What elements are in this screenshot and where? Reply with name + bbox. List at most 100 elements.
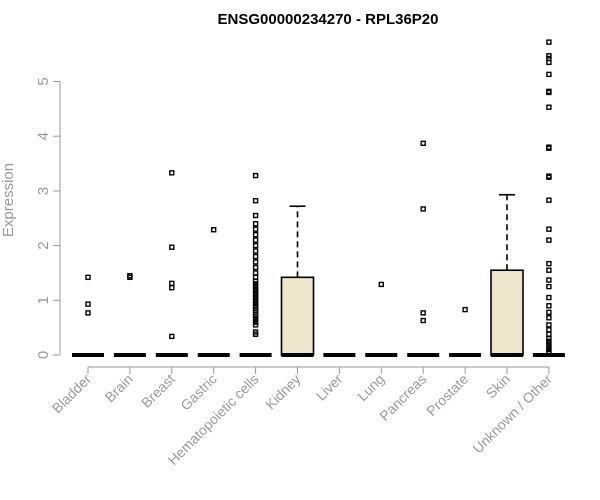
outlier-point xyxy=(546,341,552,347)
outlier-point xyxy=(252,259,259,265)
outlier-point xyxy=(169,244,175,250)
outlier-point xyxy=(252,270,259,276)
outlier-point xyxy=(252,221,259,227)
outlier-point xyxy=(420,140,426,147)
x-tick-label: Brain xyxy=(102,371,136,405)
outlier-point xyxy=(546,322,552,328)
box-group xyxy=(155,170,188,357)
box-iqr xyxy=(280,276,315,356)
outlier-point xyxy=(546,53,552,59)
outlier-point xyxy=(378,281,384,288)
outlier-point xyxy=(85,310,91,316)
box-group xyxy=(72,274,104,357)
outlier-point xyxy=(252,212,259,219)
y-tick-label: 3 xyxy=(35,187,52,195)
outlier-point xyxy=(546,173,552,179)
outlier-point xyxy=(169,333,175,340)
outlier-point xyxy=(169,280,175,287)
outlier-point xyxy=(546,309,552,316)
outlier-point xyxy=(252,231,259,238)
outlier-point xyxy=(546,283,552,290)
y-tick-label: 2 xyxy=(35,241,52,249)
outlier-point xyxy=(252,294,259,301)
outlier-point xyxy=(546,315,552,321)
outlier-point xyxy=(252,292,259,298)
outlier-point xyxy=(252,264,259,271)
outlier-point xyxy=(546,346,552,353)
outlier-point xyxy=(546,303,552,309)
outlier-point xyxy=(546,344,552,350)
outlier-point xyxy=(252,289,259,295)
box-group xyxy=(365,281,398,357)
x-tick-label: Pancreas xyxy=(376,371,429,424)
x-tick-label: Prostate xyxy=(423,371,471,419)
outlier-point xyxy=(546,260,552,267)
box-group xyxy=(239,172,272,357)
outlier-point xyxy=(546,39,552,45)
outlier-point xyxy=(252,253,259,260)
y-tick-label: 5 xyxy=(35,77,52,85)
outlier-point xyxy=(420,206,426,212)
box-group xyxy=(490,193,524,357)
chart-title: ENSG00000234270 - RPL36P20 xyxy=(218,11,439,28)
outlier-point xyxy=(546,88,552,95)
outlier-point xyxy=(252,248,259,254)
outlier-point xyxy=(420,317,426,324)
outlier-point xyxy=(252,297,259,303)
outlier-point xyxy=(420,310,426,316)
outlier-point xyxy=(252,300,259,306)
box-group xyxy=(197,227,230,357)
outlier-point xyxy=(546,104,552,110)
x-tick-label: Liver xyxy=(313,371,346,404)
outlier-point xyxy=(252,316,259,323)
outlier-point xyxy=(546,197,552,203)
outlier-point xyxy=(169,170,175,176)
outlier-point xyxy=(546,226,552,232)
outlier-point xyxy=(546,294,552,301)
y-tick-label: 1 xyxy=(35,296,52,304)
x-tick-label: Breast xyxy=(138,371,178,411)
outlier-point xyxy=(252,242,259,249)
outlier-point xyxy=(252,303,259,309)
outlier-point xyxy=(252,319,259,325)
outlier-point xyxy=(546,277,552,283)
outlier-point xyxy=(546,267,552,273)
x-tick-label: Bladder xyxy=(49,371,95,417)
box-group xyxy=(113,272,146,357)
outlier-point xyxy=(85,274,91,281)
outlier-point xyxy=(252,286,259,293)
outlier-point xyxy=(546,335,552,342)
outlier-point xyxy=(252,283,259,290)
box-iqr xyxy=(490,269,524,356)
outlier-point xyxy=(210,227,217,233)
y-axis: 0 1 2 3 4 5 xyxy=(35,77,61,359)
outlier-point xyxy=(546,237,552,243)
box-group xyxy=(280,205,315,357)
outlier-point xyxy=(252,226,259,232)
x-tick-label: Lung xyxy=(354,371,387,404)
outlier-point xyxy=(252,322,259,328)
x-tick-label: Kidney xyxy=(262,371,304,413)
outlier-point xyxy=(252,274,259,281)
outlier-point xyxy=(252,198,259,204)
outlier-point xyxy=(546,349,552,355)
outlier-point xyxy=(546,71,552,78)
outlier-point xyxy=(169,285,175,291)
box-group xyxy=(407,140,440,357)
plot-area xyxy=(72,39,565,357)
outlier-point xyxy=(546,331,552,337)
outlier-point xyxy=(546,338,552,345)
outlier-point xyxy=(252,281,259,287)
outlier-point xyxy=(462,306,468,313)
box-group xyxy=(449,306,482,357)
outlier-point xyxy=(546,327,552,333)
y-tick-label: 4 xyxy=(35,132,52,140)
outlier-point xyxy=(85,301,91,307)
x-tick-label: Unknown / Other xyxy=(469,371,555,457)
x-tick-label: Skin xyxy=(483,371,514,402)
outlier-point xyxy=(252,172,259,179)
y-axis-label: Expression xyxy=(0,163,17,237)
y-tick-label: 0 xyxy=(35,351,52,359)
